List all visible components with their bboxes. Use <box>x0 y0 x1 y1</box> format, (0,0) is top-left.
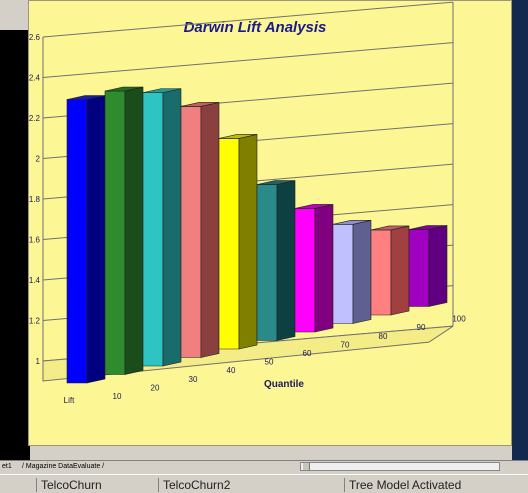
bar <box>408 225 448 307</box>
bar-top <box>142 88 182 93</box>
gridline <box>42 1 454 38</box>
y-tick-label: 1.6 <box>29 236 41 245</box>
bar-top <box>370 225 410 231</box>
chart-bars <box>66 86 448 384</box>
bar-front <box>104 90 126 375</box>
sheet-tab[interactable]: et1 <box>2 463 12 470</box>
bar-side <box>124 86 144 375</box>
x-tick-label: 40 <box>227 366 236 375</box>
bar-front <box>142 92 164 367</box>
bar-side <box>200 102 220 358</box>
lift-chart: Darwin Lift Analysis 1 1.2 1.4 1.6 1.8 2 2.2 2.… <box>29 1 467 405</box>
bar-top <box>180 102 220 107</box>
y-axis-ticks: 1 1.2 1.4 1.6 1.8 2 2.2 2.4 2.6 <box>29 33 41 366</box>
y-axis-label: Lift <box>64 396 75 405</box>
x-axis-label: Quantile <box>264 379 304 390</box>
x-tick-label: 50 <box>265 358 274 367</box>
chart-area: Darwin Lift Analysis 1 1.2 1.4 1.6 1.8 2 2.2 2.… <box>28 0 512 446</box>
left-panel <box>0 30 30 462</box>
x-tick-label: 30 <box>189 375 198 384</box>
bar-front <box>180 106 202 358</box>
y-tick-label: 1.8 <box>29 195 41 204</box>
x-tick-label: 60 <box>303 349 312 358</box>
bar <box>180 102 220 358</box>
bar-side <box>390 225 410 316</box>
bar <box>370 225 410 316</box>
sheet-tab-label: Magazine DataEvaluate <box>25 463 101 470</box>
bar-front <box>370 229 392 316</box>
status-bar: TelcoChurn TelcoChurn2 Tree Model Activa… <box>0 474 528 493</box>
x-tick-label: 80 <box>379 332 388 341</box>
y-tick-label: 2 <box>36 155 41 164</box>
bar <box>332 219 372 324</box>
bar-top <box>218 134 258 139</box>
bar <box>294 204 334 333</box>
bar-side <box>276 180 296 341</box>
sheet-tab[interactable]: / Magazine DataEvaluate / <box>22 463 105 470</box>
bar <box>218 134 258 350</box>
y-tick-label: 2.4 <box>29 74 41 83</box>
x-tick-label: 90 <box>417 323 426 332</box>
bar-side <box>162 88 182 367</box>
y-tick-label: 1 <box>36 357 41 366</box>
bar-top <box>408 225 448 230</box>
bar <box>256 180 296 341</box>
y-tick-label: 2.2 <box>29 114 41 123</box>
bar-front <box>408 229 430 307</box>
bar-side <box>428 225 448 307</box>
scroll-thumb[interactable] <box>303 463 310 470</box>
bar-front <box>332 223 354 324</box>
bar-side <box>352 219 372 324</box>
vertical-scrollbar[interactable] <box>512 0 528 460</box>
x-tick-label: 70 <box>341 340 350 349</box>
chart-floor <box>42 325 454 382</box>
bar-front <box>256 184 278 341</box>
gridline <box>42 42 454 78</box>
status-cell: TelcoChurn <box>36 478 155 492</box>
bar-top <box>294 204 334 209</box>
horizontal-scrollbar[interactable] <box>300 462 500 471</box>
status-cell: Tree Model Activated <box>344 478 525 492</box>
bar-side <box>314 204 334 333</box>
bar-front <box>294 208 316 333</box>
y-tick-label: 2.6 <box>29 33 41 42</box>
x-tick-label: 10 <box>113 392 122 401</box>
bar-top <box>256 180 296 185</box>
chart-title: Darwin Lift Analysis <box>184 19 327 36</box>
bar <box>66 95 106 384</box>
bar-top <box>332 219 372 225</box>
y-tick-label: 1.2 <box>29 317 41 326</box>
x-axis-ticks: 10 20 30 40 50 60 70 80 90 100 <box>113 315 467 401</box>
x-tick-label: 20 <box>151 383 160 392</box>
bar <box>142 88 182 367</box>
bar-top <box>104 86 144 92</box>
status-cell: TelcoChurn2 <box>158 478 343 492</box>
y-tick-label: 1.4 <box>29 276 41 285</box>
bar-side <box>86 95 106 384</box>
bar-side <box>238 134 258 350</box>
bar <box>104 86 144 375</box>
bar-front <box>66 99 88 384</box>
x-tick-label: 100 <box>452 315 466 324</box>
bar-front <box>218 138 240 350</box>
